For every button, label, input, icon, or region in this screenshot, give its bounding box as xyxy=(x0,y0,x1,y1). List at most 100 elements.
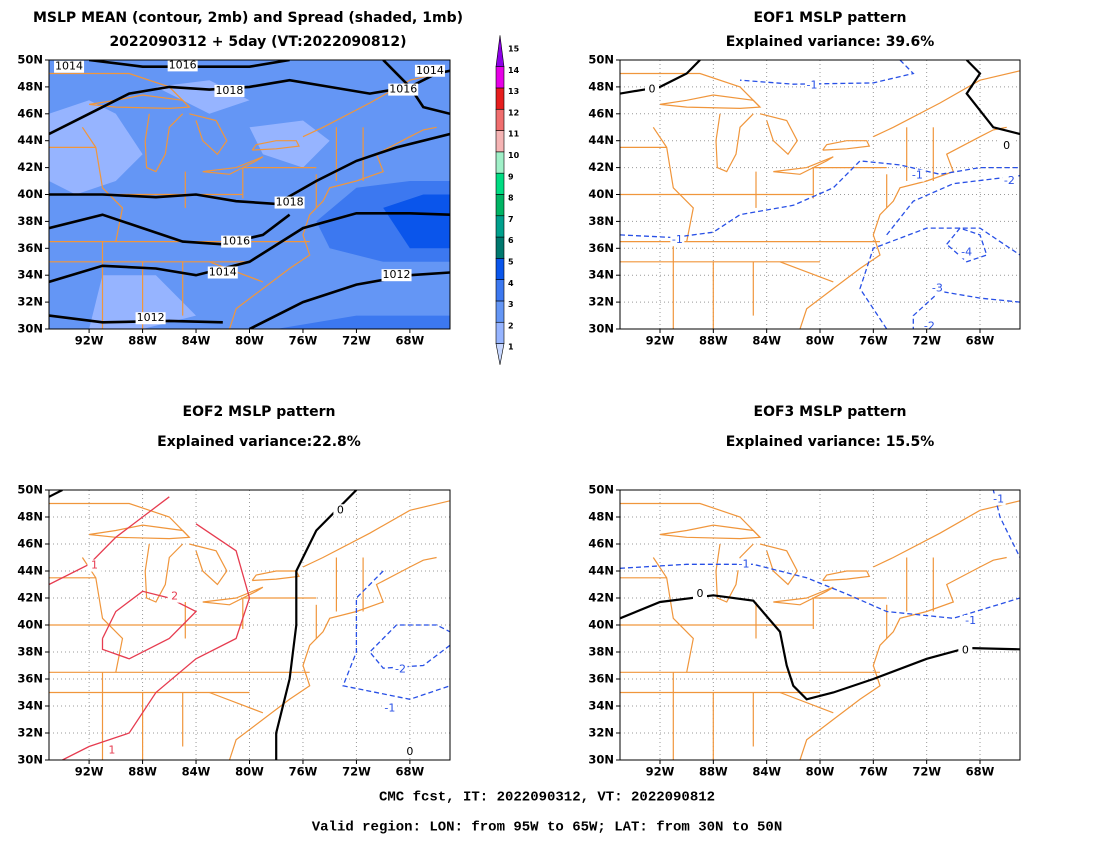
map-boundary xyxy=(49,72,190,108)
x-tick-label: 72W xyxy=(342,334,371,348)
contour-line xyxy=(101,590,198,660)
colorbar-swatch xyxy=(495,321,505,344)
map-boundary xyxy=(89,524,191,540)
contour-label: 0 xyxy=(697,587,704,600)
contour-line xyxy=(342,570,450,700)
y-tick-label: 36N xyxy=(588,241,614,255)
y-tick-label: 36N xyxy=(588,672,614,686)
contour-line xyxy=(49,496,170,586)
map-boundary xyxy=(209,691,264,714)
map-boundary xyxy=(799,556,1007,760)
contour-label: 0 xyxy=(337,503,344,516)
colorbar-swatch xyxy=(495,215,505,238)
y-tick-label: 48N xyxy=(17,79,43,93)
colorbar-label: 1 xyxy=(508,343,514,352)
x-tick-label: 84W xyxy=(752,334,781,348)
x-tick-label: 84W xyxy=(752,765,781,779)
colorbar-swatch xyxy=(495,194,505,217)
y-tick-label: 46N xyxy=(17,537,43,551)
y-tick-label: 40N xyxy=(588,618,614,632)
contour-label-bg xyxy=(910,169,925,182)
colorbar-label: 4 xyxy=(508,279,514,288)
contour-label-bg xyxy=(959,246,974,259)
y-tick-label: 40N xyxy=(17,187,43,201)
contour-label: -1 xyxy=(965,614,976,627)
map-boundary xyxy=(773,156,834,175)
x-tick-label: 92W xyxy=(646,765,675,779)
x-tick-label: 92W xyxy=(75,334,104,348)
colorbar-label: 5 xyxy=(508,258,514,267)
y-tick-label: 32N xyxy=(588,726,614,740)
contour-label-bg xyxy=(214,84,245,97)
map-boundary xyxy=(228,556,437,760)
colorbar-label: 7 xyxy=(508,215,514,224)
colorbar-label: 2 xyxy=(508,321,514,330)
panel-title: MSLP MEAN (contour, 2mb) and Spread (sha… xyxy=(33,10,463,26)
map-boundary xyxy=(81,126,124,242)
x-tick-label: 88W xyxy=(128,334,157,348)
y-tick-label: 30N xyxy=(588,322,614,336)
map-boundary xyxy=(773,586,834,606)
x-tick-label: 68W xyxy=(396,765,425,779)
contour-label-bg xyxy=(670,234,685,247)
contour-line xyxy=(275,490,358,760)
contour-line xyxy=(49,490,63,498)
contour-label: -2 xyxy=(1004,174,1015,187)
x-tick-label: 88W xyxy=(699,334,728,348)
contour-label-bg xyxy=(167,60,198,72)
y-tick-label: 46N xyxy=(17,106,43,120)
panel-title: EOF2 MSLP pattern xyxy=(183,404,336,420)
panel-subtitle: 2022090312 + 5day (VT:2022090812) xyxy=(109,34,406,50)
x-tick-label: 88W xyxy=(128,765,157,779)
colorbar-swatch xyxy=(495,300,505,323)
y-tick-label: 48N xyxy=(588,79,614,93)
y-tick-label: 42N xyxy=(588,591,614,605)
colorbar-label: 11 xyxy=(508,130,520,139)
colorbar-label: 6 xyxy=(508,236,514,245)
contour-label: 1012 xyxy=(383,268,411,281)
map-boundary xyxy=(652,126,694,242)
map-boundary xyxy=(202,586,264,606)
y-tick-label: 42N xyxy=(17,160,43,174)
map-boundary xyxy=(620,72,761,108)
contour-label-bg xyxy=(221,235,252,248)
contour-label: 1 xyxy=(108,744,115,757)
colorbar-label: 9 xyxy=(508,172,514,181)
contour-line xyxy=(620,594,1020,701)
map-boundary xyxy=(189,543,228,586)
x-tick-label: 76W xyxy=(859,765,888,779)
shading xyxy=(383,194,450,249)
contour-line xyxy=(368,624,450,669)
map-boundary xyxy=(302,70,450,138)
contour-label: 1016 xyxy=(169,58,197,71)
y-tick-label: 30N xyxy=(17,322,43,336)
colorbar-swatch xyxy=(495,66,505,89)
y-tick-label: 46N xyxy=(588,537,614,551)
y-tick-label: 44N xyxy=(17,133,43,147)
contour-line xyxy=(620,160,1020,239)
map-boundary xyxy=(822,570,871,582)
contour-label: -1 xyxy=(384,702,395,715)
colorbar-swatch xyxy=(495,35,505,67)
contour-label-bg xyxy=(999,140,1014,153)
y-tick-label: 36N xyxy=(17,672,43,686)
map-boundary xyxy=(251,570,300,582)
contour-line xyxy=(62,523,251,760)
x-tick-label: 76W xyxy=(859,334,888,348)
x-tick-label: 72W xyxy=(912,765,941,779)
contour-label: 1016 xyxy=(389,83,417,96)
y-tick-label: 42N xyxy=(588,160,614,174)
colorbar-label: 14 xyxy=(508,66,520,75)
map-boundary xyxy=(652,557,694,673)
panel-title: EOF3 MSLP pattern xyxy=(754,404,907,420)
contour-label-bg xyxy=(922,320,937,329)
colorbar-swatch xyxy=(495,258,505,280)
contour-label: 0 xyxy=(962,644,969,657)
y-tick-label: 32N xyxy=(588,295,614,309)
x-tick-label: 80W xyxy=(806,765,835,779)
colorbar-swatch xyxy=(495,87,505,110)
map-boundary xyxy=(144,113,184,173)
map-boundary xyxy=(715,113,754,173)
contour-line xyxy=(739,60,915,85)
